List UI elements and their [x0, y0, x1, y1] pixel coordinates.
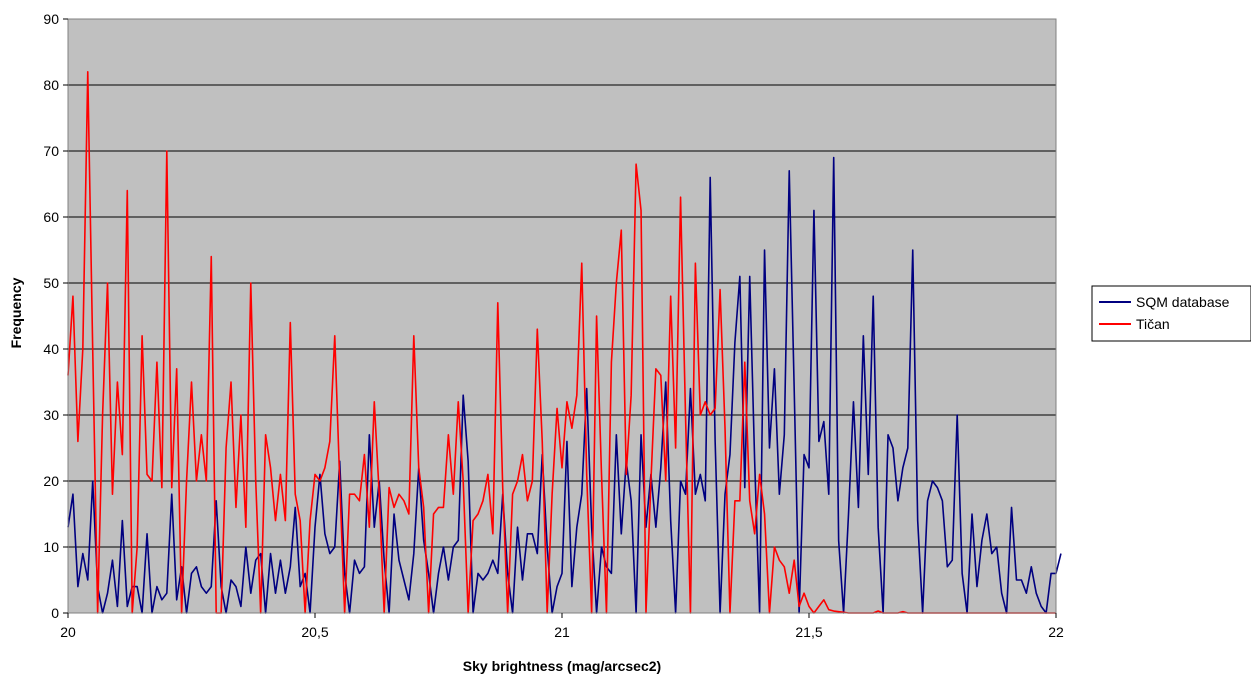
y-tick-label: 70 [43, 143, 59, 159]
x-tick-labels: 20 20,5 21 21,5 22 [60, 624, 1064, 640]
y-tick-label: 50 [43, 275, 59, 291]
legend-label-tican: Tičan [1136, 316, 1170, 332]
legend-label-sqm-database: SQM database [1136, 294, 1230, 310]
x-tick-label: 21 [554, 624, 570, 640]
y-tick-label: 10 [43, 539, 59, 555]
y-tick-label: 90 [43, 11, 59, 27]
x-tick-label: 20,5 [301, 624, 328, 640]
y-tick-label: 40 [43, 341, 59, 357]
x-axis-title: Sky brightness (mag/arcsec2) [463, 658, 661, 674]
y-axis-title: Frequency [8, 277, 24, 348]
x-tick-label: 22 [1048, 624, 1064, 640]
y-tick-label: 20 [43, 473, 59, 489]
y-tick-labels: 0 10 20 30 40 50 60 70 80 90 [43, 11, 59, 621]
y-tick-label: 0 [51, 605, 59, 621]
x-tick-label: 20 [60, 624, 76, 640]
y-tick-label: 80 [43, 77, 59, 93]
series-line-sqm-database [67, 156, 1062, 614]
legend: SQM database Tičan [1091, 285, 1251, 342]
y-tick-label: 60 [43, 209, 59, 225]
axes [63, 18, 1057, 618]
plot-area [68, 19, 1056, 613]
x-tick-label: 21,5 [795, 624, 822, 640]
legend-box [1091, 285, 1251, 342]
y-tick-label: 30 [43, 407, 59, 423]
